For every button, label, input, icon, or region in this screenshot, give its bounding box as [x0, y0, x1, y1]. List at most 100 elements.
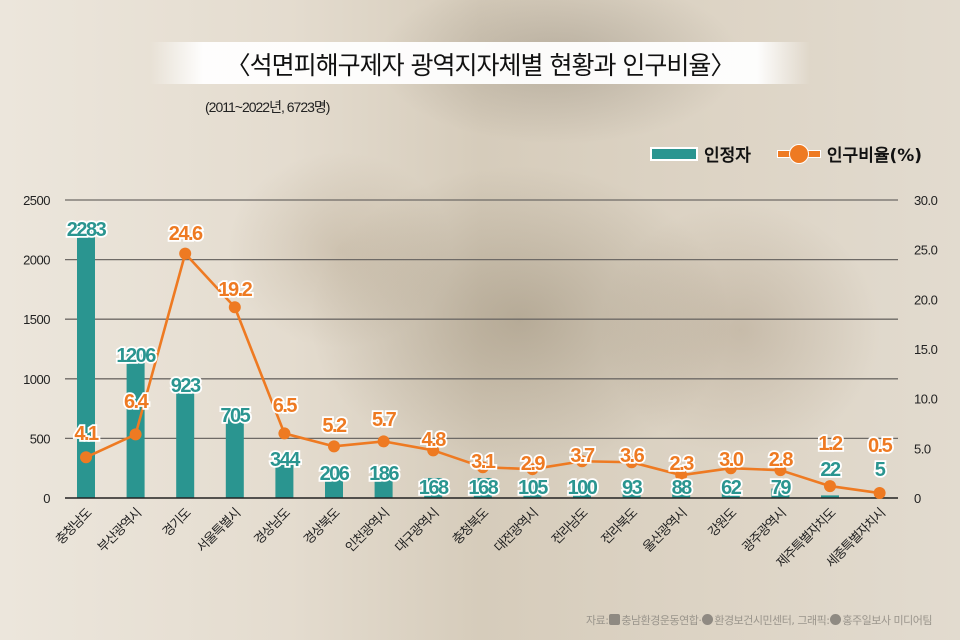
line-point: [278, 427, 291, 440]
org-logo-icon: [702, 614, 714, 625]
source-org-2: 환경보건시민센터, 그래픽:: [714, 614, 830, 627]
legend: 인정자 인구비율(%): [650, 141, 922, 166]
bar-data-label: 168: [419, 477, 449, 499]
line-point: [774, 464, 787, 477]
line-data-labels: 4.1 6.4 24.6 19.2 6.5 5.2 5.7 4.8 3.1 2.9 3.7 3.6 2.…: [73, 221, 896, 477]
bar: [325, 473, 343, 498]
y-right-tick-label: 30.0: [914, 193, 938, 208]
x-tick-label: 전라남도: [549, 505, 591, 547]
line-data-label: 4.8: [422, 429, 447, 451]
y-right-tick-label: 20.0: [914, 292, 938, 307]
line-data-label: 6.4: [124, 391, 150, 413]
y-right-tick-label: 10.0: [914, 392, 938, 407]
x-tick-label: 광주광역시: [740, 506, 789, 555]
bar-data-label: 105: [518, 477, 548, 499]
x-axis-labels: 충청남도 부산광역시 경기도 서울특별시 경상남도 경상북도 인천광역시 대구광역시 충청북도 대…: [53, 505, 888, 571]
bar-data-label: 923: [171, 375, 201, 397]
source-prefix: 자료:: [585, 614, 609, 627]
bar: [176, 387, 195, 498]
line-point: [873, 487, 886, 500]
bar-data-label: 62: [721, 477, 742, 499]
bar: [523, 485, 542, 498]
chart-title: 〈석면피해구제자 광역지자체별 현황과 인구비율〉: [225, 51, 736, 80]
line-data-label: 19.2: [218, 279, 252, 301]
line-data-label: 6.5: [273, 395, 298, 417]
line-data-label: 0.5: [868, 435, 893, 457]
line-data-label: 2.9: [521, 453, 546, 475]
bar-data-label: 186: [369, 463, 399, 485]
y-axis-left: 0 500 1000 1500 2000 2500: [23, 193, 51, 506]
legend-line-swatch: [776, 143, 821, 164]
line-point: [675, 469, 688, 482]
org-logo-icon: [609, 614, 621, 625]
x-tick-label: 부산광역시: [95, 506, 144, 555]
line-point: [576, 455, 588, 468]
line-point: [129, 428, 142, 441]
x-tick-label: 인천광역시: [343, 506, 392, 555]
y-right-tick-label: 25.0: [914, 243, 938, 258]
bar: [473, 477, 492, 498]
line-data-label: 3.6: [620, 445, 645, 467]
line-point: [625, 456, 638, 469]
legend-bar-label: 인정자: [704, 146, 751, 166]
source-credit: 자료: 충남환경운동연합· 환경보건시민센터, 그래픽: 홍주일보사 미디어팀: [586, 612, 932, 628]
line-series: [80, 247, 886, 500]
line-data-label: 24.6: [169, 223, 203, 245]
bar-series: [77, 225, 889, 498]
newspaper-logo-icon: [830, 614, 842, 625]
line-point: [824, 480, 836, 493]
bar: [771, 488, 790, 498]
chart-subtitle: (2011~2022년, 6723명): [205, 99, 330, 115]
x-tick-label: 경상북도: [301, 505, 343, 547]
bar-data-label: 22: [820, 459, 841, 481]
line-point: [179, 247, 192, 260]
x-tick-label: 전라북도: [599, 505, 641, 547]
line-data-label: 1.2: [818, 433, 843, 455]
bar: [573, 486, 591, 498]
x-tick-label: 대구광역시: [393, 506, 442, 555]
line-data-label: 3.7: [570, 445, 595, 467]
x-tick-label: 경상남도: [252, 505, 294, 547]
x-tick-label: 대전광역시: [492, 506, 541, 555]
gridlines: [65, 199, 898, 440]
y-left-tick-label: 1000: [23, 372, 50, 387]
bar: [821, 495, 839, 498]
bar: [77, 225, 95, 498]
line-point: [328, 440, 340, 453]
y-right-tick-label: 5.0: [914, 441, 931, 456]
graphic-credit: 홍주일보사 미디어팀: [842, 614, 932, 627]
line-point: [724, 462, 737, 475]
bar: [424, 477, 443, 498]
y-left-tick-label: 1500: [23, 312, 50, 327]
y-axis-right: 0 5.0 10.0 15.0 20.0 25.0 30.0: [914, 193, 938, 506]
y-left-tick-label: 2500: [23, 193, 50, 208]
line-point: [526, 463, 539, 476]
bar-data-label: 168: [468, 477, 498, 499]
bar-data-label: 206: [320, 463, 350, 485]
y-left-tick-label: 0: [43, 491, 50, 506]
source-org-1: 충남환경운동연합·: [621, 614, 702, 627]
bar-data-label: 100: [568, 477, 598, 499]
bar: [721, 490, 740, 498]
line-point: [228, 301, 241, 314]
bar: [275, 456, 294, 498]
x-tick-label: 충청북도: [450, 505, 492, 547]
y-right-tick-label: 15.0: [914, 342, 938, 357]
x-tick-label: 서울특별시: [194, 506, 243, 555]
line-point: [427, 444, 440, 457]
line-data-label: 5.2: [322, 415, 347, 437]
title-band: [150, 42, 810, 84]
line-data-label: 2.3: [670, 453, 695, 475]
bar: [374, 475, 393, 498]
bar: [225, 413, 244, 498]
bar-data-label: 79: [771, 477, 792, 499]
bar-data-label: 344: [270, 449, 301, 471]
line-data-label: 5.7: [372, 409, 397, 431]
line-data-label: 3.0: [719, 449, 744, 471]
bar: [622, 486, 641, 498]
bar-data-label: 93: [622, 477, 643, 499]
bar-data-label: 705: [220, 405, 250, 427]
line-point: [476, 461, 489, 474]
line-point: [80, 451, 92, 464]
